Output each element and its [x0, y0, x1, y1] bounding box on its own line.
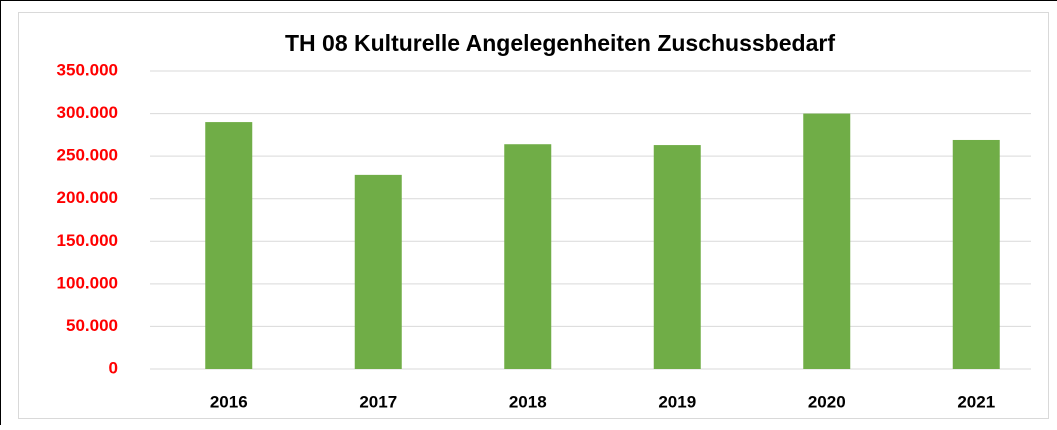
- y-tick-label: 250.000: [57, 146, 118, 165]
- x-tick-label: 2021: [957, 392, 995, 411]
- y-tick-label: 50.000: [66, 316, 118, 335]
- chart-title: TH 08 Kulturelle Angelegenheiten Zuschus…: [285, 30, 835, 56]
- x-tick-label: 2018: [509, 392, 547, 411]
- bar: [803, 113, 851, 369]
- x-tick-label: 2017: [359, 392, 397, 411]
- y-tick-label: 100.000: [57, 273, 118, 292]
- y-tick-label: 300.000: [57, 103, 118, 122]
- bar: [354, 174, 402, 369]
- x-tick-label: 2016: [210, 392, 248, 411]
- bar: [952, 139, 1000, 369]
- y-tick-label: 0: [109, 358, 118, 377]
- x-tick-label: 2019: [658, 392, 696, 411]
- bar: [205, 122, 253, 369]
- y-tick-label: 150.000: [57, 231, 118, 250]
- bar: [504, 144, 552, 369]
- y-tick-label: 350.000: [57, 60, 118, 79]
- x-tick-label: 2020: [808, 392, 846, 411]
- y-tick-label: 200.000: [57, 188, 118, 207]
- chart-area: [18, 12, 1049, 419]
- bar: [653, 145, 701, 369]
